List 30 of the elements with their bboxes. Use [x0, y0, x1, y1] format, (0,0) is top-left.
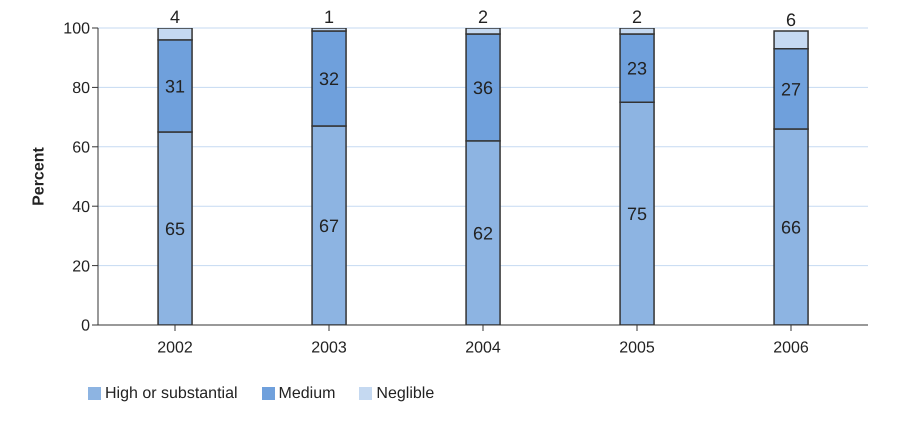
data-label: 2	[632, 7, 642, 27]
data-label: 2	[478, 7, 488, 27]
data-label: 75	[627, 204, 648, 224]
y-tick-label: 80	[72, 80, 90, 98]
data-label: 32	[319, 68, 340, 89]
x-tick-label: 2002	[157, 339, 193, 356]
y-tick-label: 100	[63, 20, 90, 38]
x-tick-label: 2003	[311, 339, 347, 356]
y-tick-label: 0	[81, 318, 90, 335]
data-label: 4	[170, 7, 180, 27]
x-tick-label: 2004	[465, 339, 501, 356]
y-tick-label: 20	[72, 258, 90, 276]
data-label: 6	[786, 10, 796, 30]
x-tick-label: 2006	[773, 339, 809, 356]
y-tick-label: 40	[72, 198, 90, 216]
data-label: 31	[165, 76, 186, 96]
data-label: 1	[324, 7, 334, 27]
legend-label: High or substantial	[105, 385, 238, 402]
y-tick-label: 60	[72, 139, 90, 156]
data-label: 65	[165, 218, 186, 239]
legend-label: Neglible	[376, 385, 434, 402]
data-label: 66	[781, 217, 802, 238]
data-label: 27	[781, 79, 802, 100]
data-label: 36	[473, 78, 494, 98]
data-label: 62	[473, 223, 494, 244]
legend-label: Medium	[278, 385, 336, 402]
data-label: 67	[319, 216, 340, 236]
x-tick-label: 2005	[619, 339, 655, 356]
data-label: 23	[627, 58, 648, 78]
y-axis-title: Percent	[30, 146, 48, 206]
